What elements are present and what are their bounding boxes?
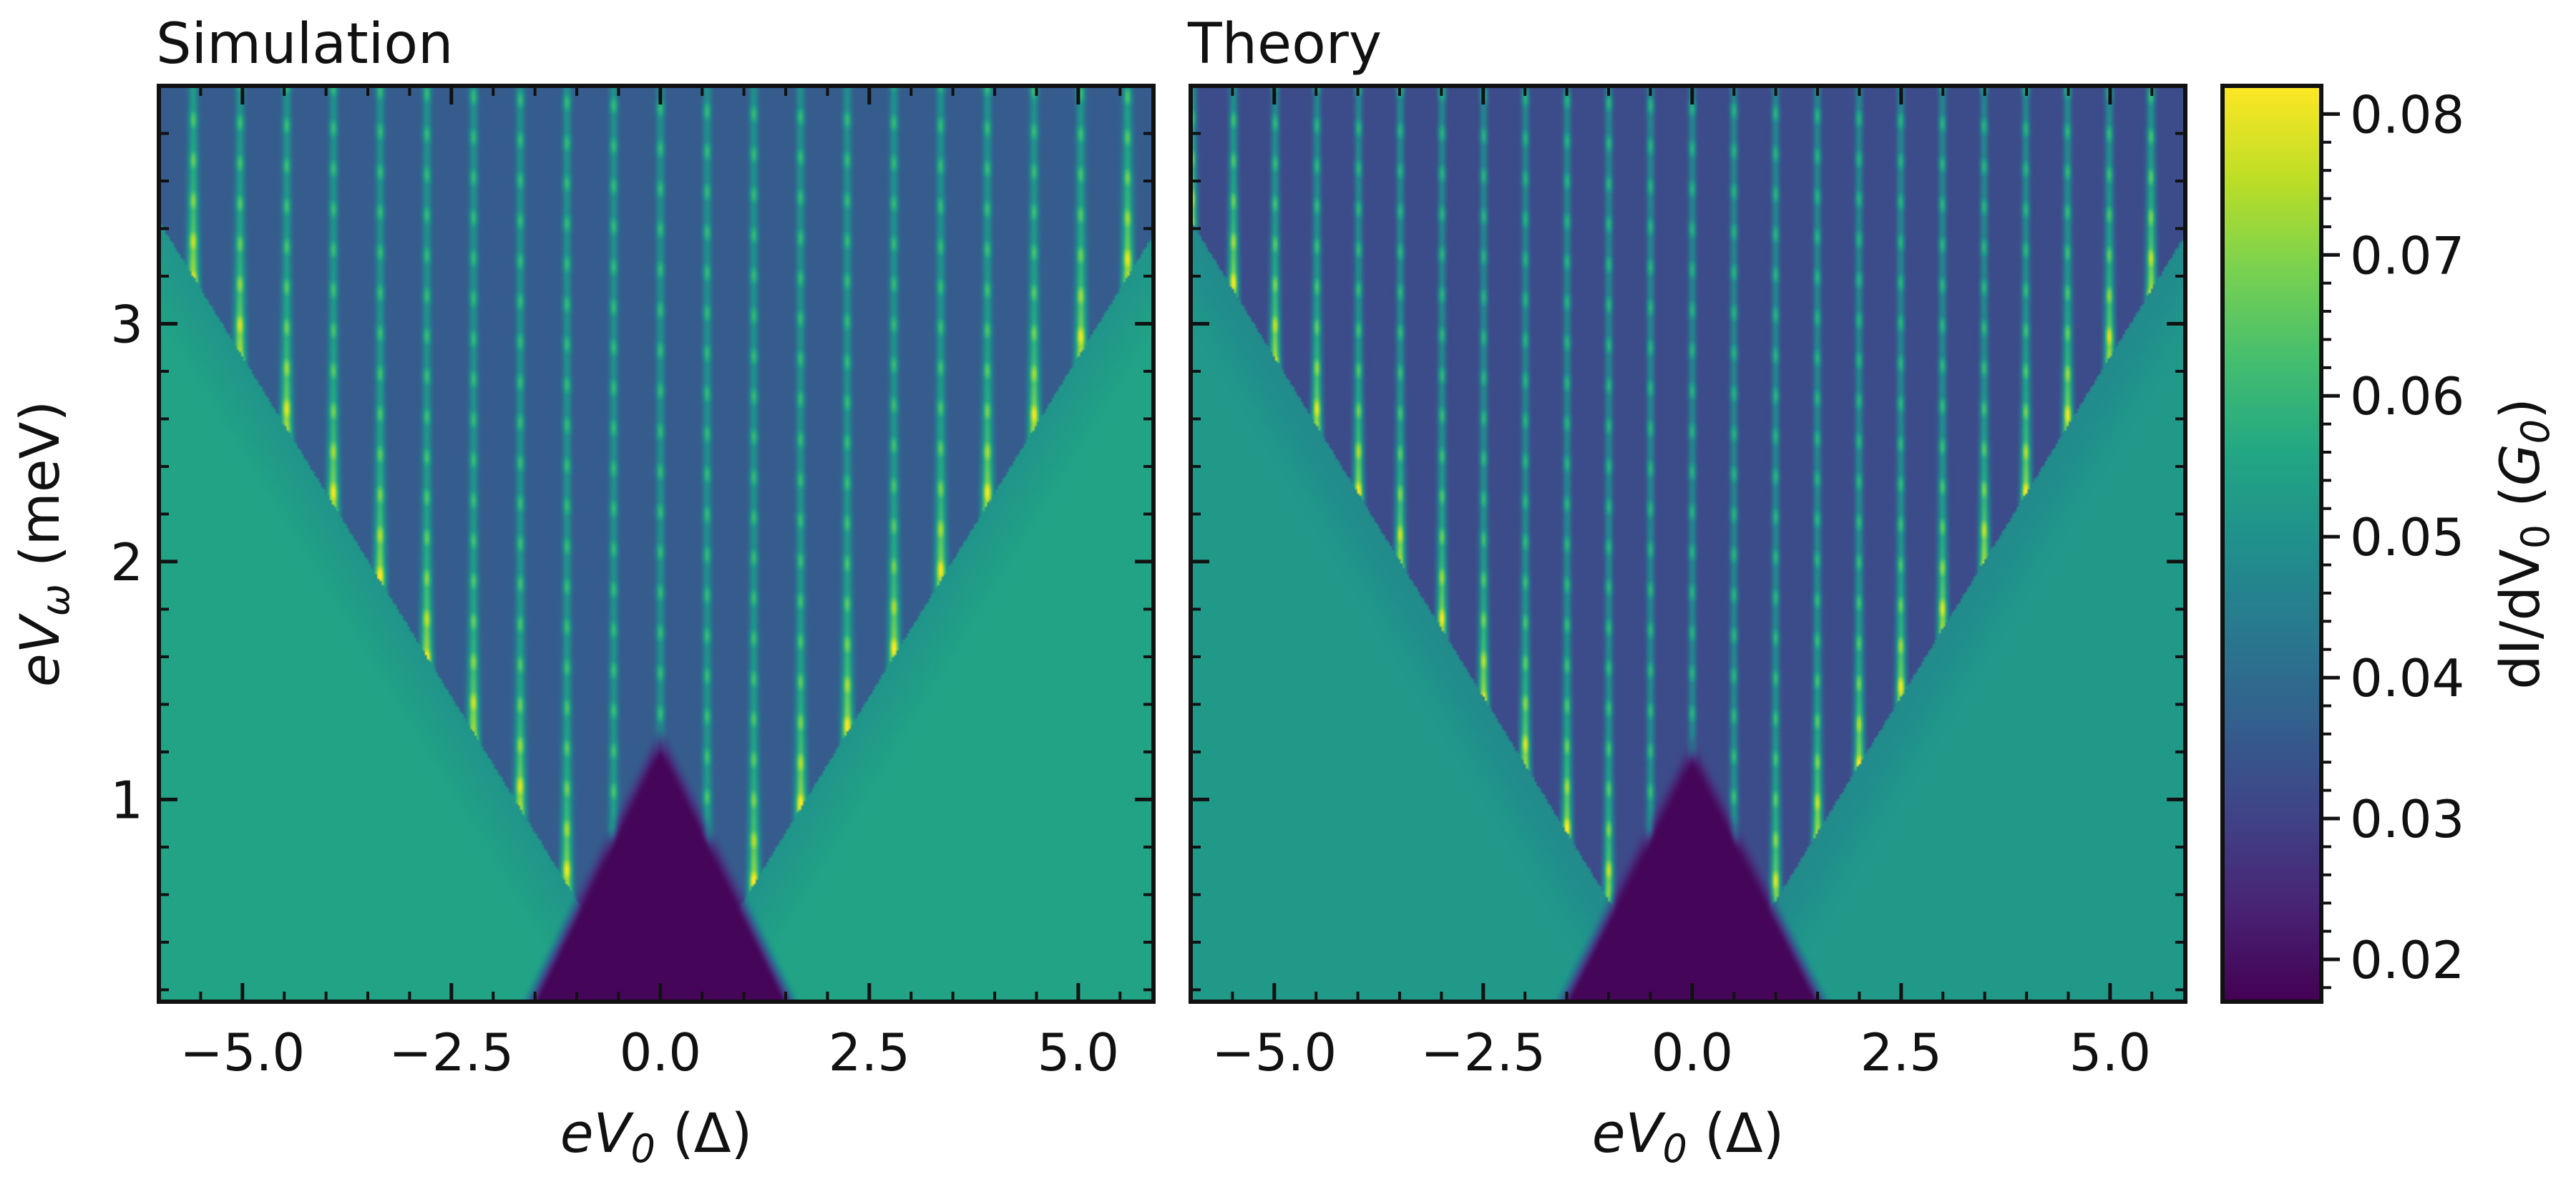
- simulation-title: Simulation: [156, 12, 453, 77]
- colorbar-gradient: [2223, 86, 2321, 1002]
- y-tick-label: 1: [110, 770, 143, 830]
- theory-heatmap: [1191, 86, 2185, 1002]
- colorbar-tick-label: 0.08: [2350, 84, 2464, 145]
- colorbar-tick-label: 0.06: [2350, 366, 2464, 426]
- colorbar-tick-label: 0.05: [2350, 507, 2464, 567]
- y-axis-label: eVω (meV): [8, 401, 78, 687]
- simulation-heatmap: [159, 86, 1153, 1002]
- simulation-ticks: −5.0 −2.5 0.0 2.5 5.0 1 2 3: [110, 86, 1153, 1083]
- simulation-frame: [157, 84, 1156, 1004]
- colorbar-ticks: 0.02 0.03 0.04 0.05 0.06 0.07 0.08: [2321, 84, 2464, 990]
- x-tick-label: 2.5: [1860, 1022, 1943, 1083]
- y-tick-label: 3: [110, 294, 143, 354]
- x-tick-label: 0.0: [620, 1022, 702, 1083]
- colorbar-tick-label: 0.02: [2350, 930, 2464, 990]
- colorbar-frame: [2220, 84, 2323, 1004]
- colorbar-tick-label: 0.03: [2350, 789, 2464, 849]
- theory-title: Theory: [1187, 12, 1382, 77]
- y-tick-label: 2: [110, 532, 143, 592]
- x-tick-label: −2.5: [389, 1022, 514, 1083]
- x-tick-label: −5.0: [1211, 1022, 1337, 1083]
- colorbar: 0.02 0.03 0.04 0.05 0.06 0.07 0.08 dI/dV0 (G0): [2220, 84, 2558, 1004]
- x-tick-label: 0.0: [1652, 1022, 1734, 1083]
- x-tick-label: 2.5: [829, 1022, 911, 1083]
- theory-x-axis-label: eV0 (Δ): [1592, 1101, 1785, 1171]
- x-tick-label: 5.0: [2069, 1022, 2152, 1083]
- colorbar-tick-label: 0.04: [2350, 648, 2464, 708]
- x-tick-label: −2.5: [1420, 1022, 1546, 1083]
- theory-panel: Theory −5.0 −2.5 0.0 2.5 5.0 eV0 (Δ): [1187, 12, 2187, 1171]
- colorbar-tick-label: 0.07: [2350, 225, 2464, 285]
- colorbar-label: dI/dV0 (G0): [2488, 398, 2558, 690]
- simulation-x-axis-label: eV0 (Δ): [560, 1101, 753, 1171]
- theory-frame: [1189, 84, 2187, 1004]
- x-tick-label: −5.0: [180, 1022, 305, 1083]
- x-tick-label: 5.0: [1038, 1022, 1120, 1083]
